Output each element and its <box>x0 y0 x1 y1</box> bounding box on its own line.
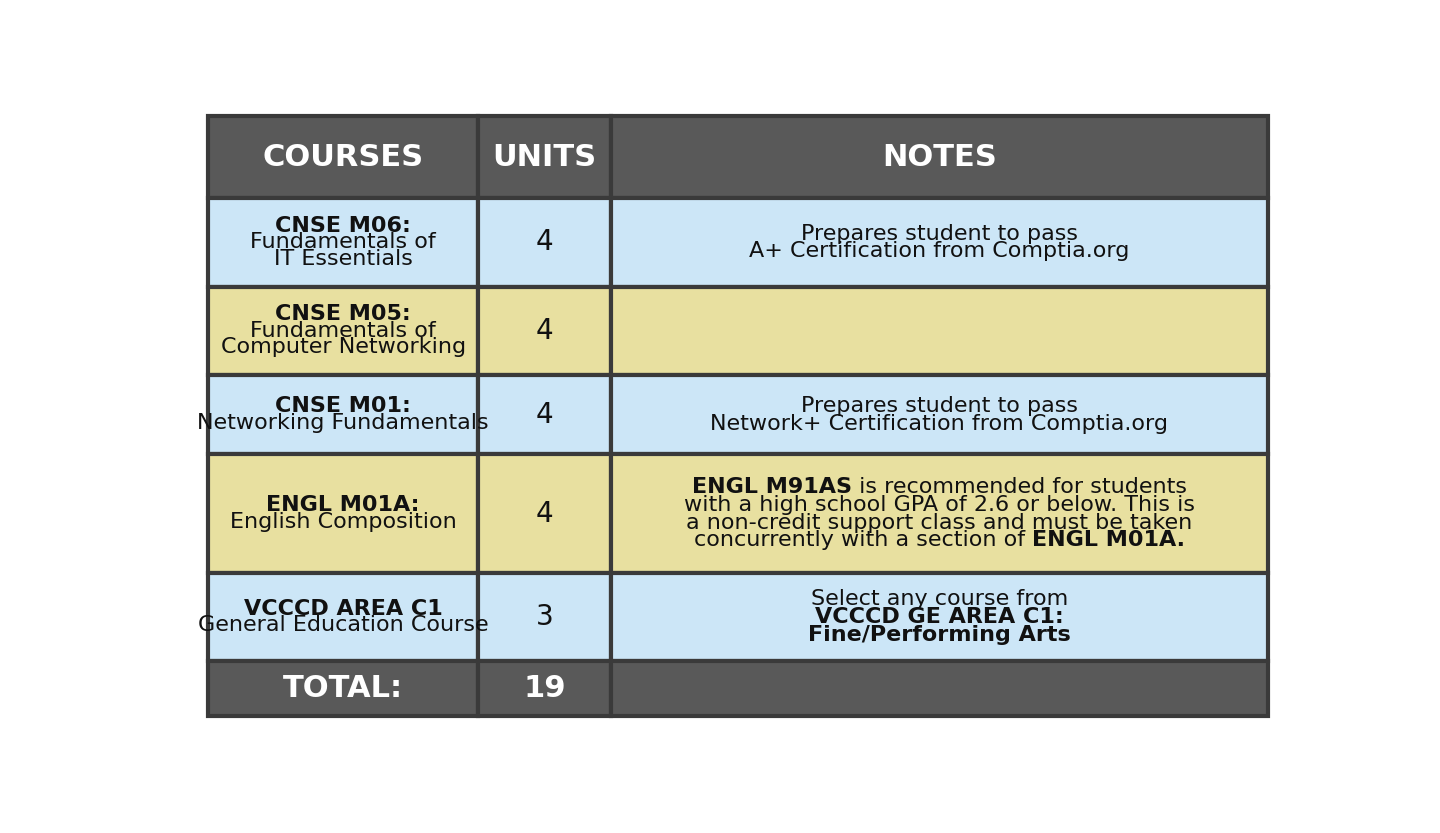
Text: 3: 3 <box>536 603 553 631</box>
Bar <box>478 198 611 287</box>
Text: UNITS: UNITS <box>492 142 596 172</box>
Text: Fine/Performing Arts: Fine/Performing Arts <box>808 625 1071 645</box>
Text: A+ Certification from Comptia.org: A+ Certification from Comptia.org <box>749 242 1129 262</box>
Text: CNSE M06:: CNSE M06: <box>275 216 410 236</box>
Text: ENGL M01A.: ENGL M01A. <box>1032 531 1185 551</box>
Bar <box>207 116 478 198</box>
Text: General Education Course: General Education Course <box>197 616 488 636</box>
Text: Networking Fundamentals: Networking Fundamentals <box>197 413 490 433</box>
Bar <box>478 661 611 716</box>
Text: TOTAL:: TOTAL: <box>284 674 403 703</box>
Bar <box>207 661 478 716</box>
Text: VCCCD GE AREA C1:: VCCCD GE AREA C1: <box>815 607 1064 627</box>
Bar <box>478 375 611 454</box>
Text: English Composition: English Composition <box>230 512 456 532</box>
Bar <box>611 375 1269 454</box>
Bar <box>478 287 611 375</box>
Bar <box>478 454 611 573</box>
Bar <box>611 116 1269 198</box>
Bar <box>207 287 478 375</box>
Text: ENGL M91AS: ENGL M91AS <box>693 476 852 496</box>
Text: 4: 4 <box>536 228 553 257</box>
Text: COURSES: COURSES <box>262 142 423 172</box>
Text: Prepares student to pass: Prepares student to pass <box>801 396 1079 416</box>
Bar <box>207 454 478 573</box>
Text: IT Essentials: IT Essentials <box>274 249 412 269</box>
Text: Fundamentals of: Fundamentals of <box>251 321 436 341</box>
Text: 4: 4 <box>536 500 553 527</box>
Text: CNSE M01:: CNSE M01: <box>275 397 410 416</box>
Bar <box>207 198 478 287</box>
Text: is recommended for students: is recommended for students <box>852 476 1187 496</box>
Bar <box>611 198 1269 287</box>
Text: concurrently with a section of: concurrently with a section of <box>694 531 1032 551</box>
Bar <box>478 116 611 198</box>
Text: ENGL M01A:: ENGL M01A: <box>266 496 420 516</box>
Text: 19: 19 <box>523 674 566 703</box>
Bar <box>611 661 1269 716</box>
Text: CNSE M05:: CNSE M05: <box>275 304 410 324</box>
Text: 4: 4 <box>536 317 553 345</box>
Bar <box>611 287 1269 375</box>
Text: Fundamentals of: Fundamentals of <box>251 232 436 252</box>
Text: VCCCD AREA C1: VCCCD AREA C1 <box>243 599 442 619</box>
Bar <box>207 573 478 661</box>
Text: Network+ Certification from Comptia.org: Network+ Certification from Comptia.org <box>710 413 1168 433</box>
Bar <box>611 454 1269 573</box>
Bar <box>611 573 1269 661</box>
Text: Prepares student to pass: Prepares student to pass <box>801 223 1079 243</box>
Text: NOTES: NOTES <box>883 142 996 172</box>
Text: 4: 4 <box>536 401 553 428</box>
Text: Computer Networking: Computer Networking <box>220 337 465 357</box>
Bar <box>207 375 478 454</box>
Text: with a high school GPA of 2.6 or below. This is: with a high school GPA of 2.6 or below. … <box>684 495 1195 515</box>
Bar <box>478 573 611 661</box>
Text: a non-credit support class and must be taken: a non-credit support class and must be t… <box>687 512 1192 532</box>
Text: Select any course from: Select any course from <box>811 589 1068 609</box>
